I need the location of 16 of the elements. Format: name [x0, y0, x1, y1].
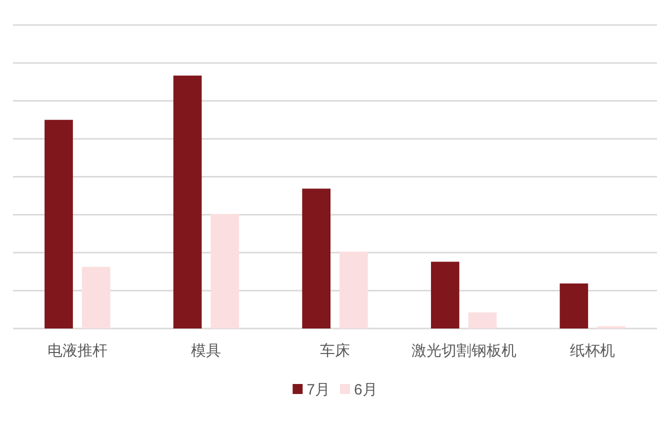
bar: [82, 266, 110, 328]
bar: [430, 262, 460, 328]
x-tick-label: 激光切割钢板机: [411, 342, 516, 360]
legend-label: 6月: [354, 382, 378, 398]
x-tick-label: 模具: [191, 342, 222, 360]
bar: [44, 120, 73, 328]
x-tick-label: 纸杯机: [570, 342, 616, 360]
bar: [210, 214, 240, 328]
bar: [468, 312, 497, 328]
x-tick-label: 电液推杆: [47, 342, 108, 360]
bar: [560, 283, 588, 328]
x-tick-label: 车床: [320, 342, 350, 360]
bar: [173, 76, 202, 328]
bar: [302, 188, 330, 328]
legend-label: 7月: [306, 382, 330, 398]
bar: [340, 252, 368, 328]
